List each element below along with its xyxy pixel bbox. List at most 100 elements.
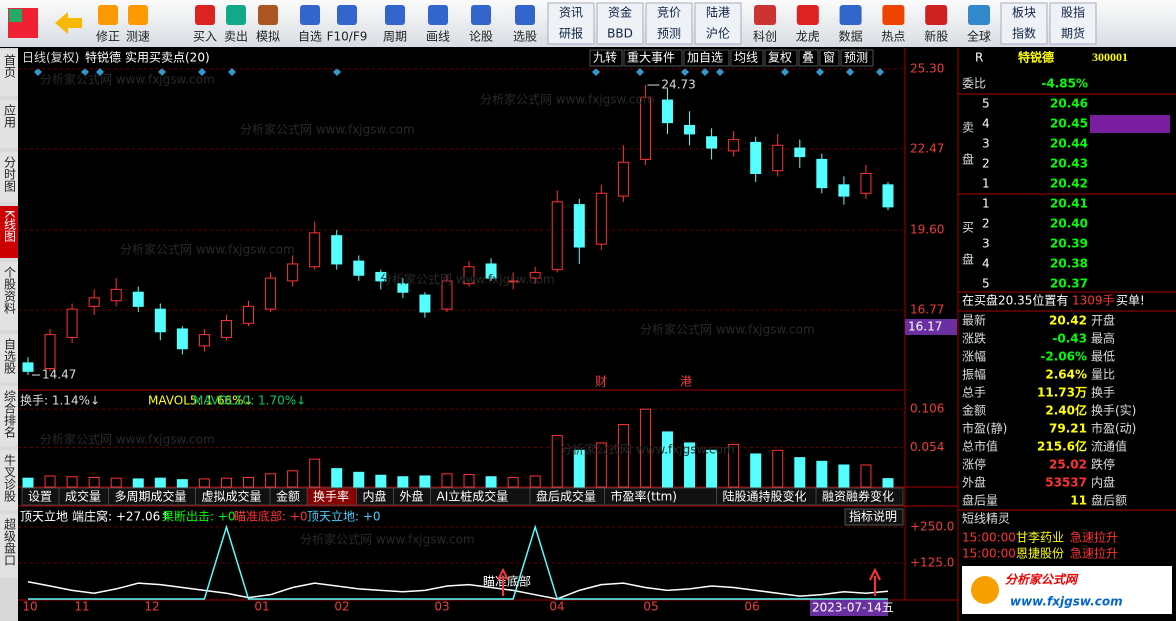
- tool-pair[interactable]: [1000, 2, 1048, 45]
- volume-bar: [595, 442, 607, 488]
- stat-value: 2.40亿: [1045, 403, 1087, 418]
- tool-icon[interactable]: [300, 5, 320, 25]
- indicator-legend: 顶天立地: [20, 509, 68, 524]
- tool-icon[interactable]: [796, 5, 819, 25]
- candle-body: [595, 192, 607, 245]
- top-button[interactable]: [730, 49, 764, 67]
- side-tab[interactable]: [0, 450, 18, 510]
- stock-name: 特锐德: [85, 50, 121, 65]
- volume-bar: [88, 476, 100, 488]
- stat-label: 涨停: [962, 457, 986, 472]
- indicator-help[interactable]: [844, 508, 904, 526]
- volume-bar: [66, 476, 78, 488]
- tool-icon[interactable]: [754, 5, 776, 25]
- stat-label: 市盈(动): [1091, 421, 1136, 436]
- sprite-stock: 甘李药业: [1016, 530, 1064, 545]
- y-tick-label: 22.47: [910, 141, 944, 155]
- back-button[interactable]: [55, 12, 82, 34]
- stat-label: 最低: [1091, 350, 1115, 364]
- side-tab[interactable]: [0, 50, 18, 96]
- side-tab[interactable]: [0, 152, 18, 202]
- candle-body: [485, 263, 497, 279]
- stat-label: 最新: [962, 313, 986, 328]
- side-tab[interactable]: [0, 514, 18, 578]
- watermark: 分析家公式网 www.fxjgsw.com: [120, 242, 295, 257]
- tool-icon[interactable]: [968, 5, 990, 25]
- top-button[interactable]: [764, 49, 798, 67]
- tool-icon[interactable]: [128, 5, 148, 25]
- tool-icon[interactable]: [471, 5, 491, 25]
- candle-body: [816, 158, 828, 189]
- y-tick-label: 16.77: [910, 303, 944, 317]
- tool-pair[interactable]: [547, 2, 595, 45]
- tool-icon[interactable]: [515, 5, 535, 25]
- top-button-label: 叠: [802, 51, 814, 65]
- logo-url: www.fxjgsw.com: [1010, 595, 1123, 609]
- volume-legend: MAVOL5: 1.66%↓: [148, 394, 254, 408]
- tool-label: 资讯: [559, 6, 583, 20]
- tool-icon[interactable]: [195, 5, 215, 25]
- tool-icon[interactable]: [925, 5, 948, 25]
- top-button[interactable]: [798, 49, 819, 67]
- tool-label: 期货: [1061, 26, 1085, 41]
- tool-icon[interactable]: [337, 5, 357, 25]
- tool-icon[interactable]: [226, 5, 246, 25]
- volume-bar: [419, 475, 431, 488]
- indicator-tab[interactable]: [815, 487, 904, 506]
- top-button[interactable]: [819, 49, 840, 67]
- stat-label: 总市值: [962, 439, 998, 454]
- volume-bar: [44, 475, 56, 488]
- indicator-tab-label: 成交量: [65, 489, 101, 504]
- stat-value: -0.43: [1052, 332, 1087, 346]
- volume-bar: [772, 449, 784, 488]
- tool-icon[interactable]: [258, 5, 278, 25]
- volume-bar: [573, 449, 585, 488]
- tool-label: 卖出: [224, 30, 248, 44]
- tool-icon[interactable]: [98, 5, 118, 25]
- stat-label: 最高: [1091, 331, 1115, 346]
- stat-label: 涨跌: [962, 331, 986, 346]
- top-button[interactable]: [623, 49, 683, 67]
- date-label: 2023-07-14五: [812, 601, 894, 615]
- candle-body: [728, 139, 740, 152]
- top-button[interactable]: [589, 49, 623, 67]
- side-tab-label: 个股资料: [3, 266, 17, 314]
- price-tag: [905, 318, 957, 335]
- level: 3: [982, 237, 990, 251]
- x-tick-label: 04: [549, 600, 564, 614]
- tool-icon[interactable]: [428, 5, 448, 25]
- indicator-tab-label: 换手率: [313, 489, 349, 504]
- candle-body: [419, 294, 431, 313]
- side-tab[interactable]: [0, 262, 18, 330]
- tool-pair[interactable]: [596, 2, 644, 45]
- stat-label: 总手: [962, 386, 986, 400]
- candle-body: [397, 283, 409, 293]
- side-tab[interactable]: [0, 206, 18, 258]
- watermark: 分析家公式网 www.fxjgsw.com: [480, 92, 655, 107]
- top-button[interactable]: [840, 49, 874, 67]
- tool-label: BBD: [607, 27, 633, 41]
- sprite-stock: 恩捷股份: [1016, 547, 1064, 561]
- volume-bar: [706, 449, 718, 488]
- y-tick-label: 25.30: [910, 61, 944, 75]
- top-button-label: 九转: [593, 50, 617, 65]
- tool-icon[interactable]: [882, 5, 905, 25]
- side-tab[interactable]: [0, 386, 18, 446]
- top-button-label: 重大事件: [627, 51, 675, 65]
- tool-icon[interactable]: [385, 5, 405, 25]
- side-tab[interactable]: [0, 334, 18, 382]
- stat-label: 量比: [1091, 368, 1115, 382]
- stat-value: -2.06%: [1040, 350, 1087, 364]
- top-button[interactable]: [683, 49, 730, 67]
- side-tab[interactable]: [0, 100, 18, 148]
- tool-pair[interactable]: [645, 2, 693, 45]
- high-label: 24.73: [661, 78, 695, 92]
- price: 20.41: [1050, 197, 1088, 211]
- candle-body: [838, 184, 850, 197]
- tool-pair[interactable]: [1049, 2, 1097, 45]
- tool-icon[interactable]: [839, 5, 862, 25]
- tool-label: 自选: [298, 30, 322, 44]
- indicator-legend: 顶天立地: +0: [307, 509, 381, 524]
- tool-pair[interactable]: [694, 2, 742, 45]
- price: 20.44: [1050, 137, 1088, 151]
